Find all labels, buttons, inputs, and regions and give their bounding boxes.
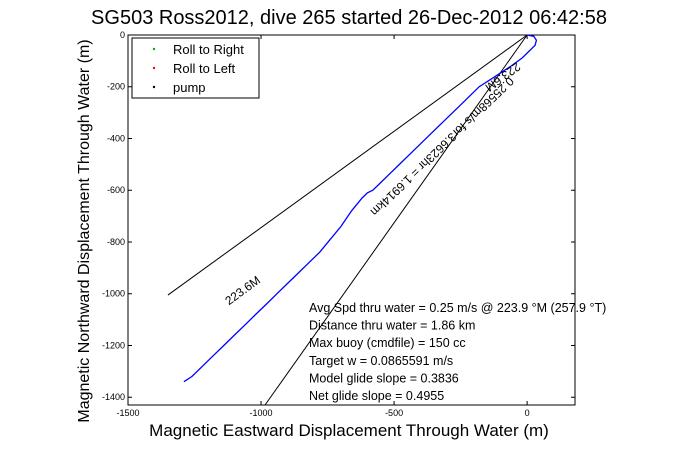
legend-marker: [152, 47, 156, 51]
axis-ticks: -1500 -1000 -500 0 0 -200 -400 -600 -800 -1000 -12…: [102, 30, 575, 418]
track-line: [183, 34, 538, 383]
legend-label: pump: [173, 80, 206, 95]
y-tick-label: -1200: [102, 340, 125, 350]
x-axis-label: Magnetic Eastward Displacement Through W…: [149, 421, 549, 440]
legend-marker: [152, 66, 156, 70]
bearing-line: [264, 34, 528, 406]
y-tick-label: -1000: [102, 289, 125, 299]
y-axis-label: Magnetic Northward Displacement Through …: [76, 39, 93, 422]
track-series: [183, 34, 538, 383]
x-tick-label: -1500: [116, 408, 139, 418]
x-tick-label: -500: [385, 408, 403, 418]
stats-line: Net glide slope = 0.4955: [309, 389, 444, 403]
stats-annotations: Avg Spd thru water = 0.25 m/s @ 223.9 °M…: [309, 301, 606, 403]
y-tick-label: -400: [107, 133, 125, 143]
stats-line: Avg Spd thru water = 0.25 m/s @ 223.9 °M…: [309, 301, 606, 315]
legend: Roll to Right Roll to Left pump: [131, 37, 260, 99]
stats-line: Max buoy (cmdfile) = 150 cc: [309, 336, 466, 350]
stats-line: Target w = 0.0865591 m/s: [309, 354, 453, 368]
reference-lines: [167, 34, 528, 406]
y-tick-label: 0: [120, 30, 125, 40]
y-tick-label: -1400: [102, 392, 125, 402]
stats-line: Model glide slope = 0.3836: [309, 371, 459, 385]
stats-line: Distance thru water = 1.86 km: [309, 319, 475, 333]
y-tick-label: -200: [107, 82, 125, 92]
bearing-line: [167, 34, 528, 296]
y-tick-label: -800: [107, 237, 125, 247]
legend-label: Roll to Right: [173, 42, 244, 57]
x-tick-label: -1000: [250, 408, 273, 418]
chart-title: SG503 Ross2012, dive 265 started 26-Dec-…: [91, 7, 607, 29]
legend-label: Roll to Left: [173, 61, 236, 76]
legend-marker: [152, 85, 156, 89]
x-tick-label: 0: [525, 408, 530, 418]
y-tick-label: -600: [107, 185, 125, 195]
